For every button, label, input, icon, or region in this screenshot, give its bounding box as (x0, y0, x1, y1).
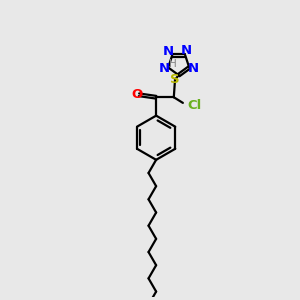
Text: O: O (131, 88, 142, 101)
Text: N: N (158, 61, 169, 74)
Text: N: N (188, 61, 199, 74)
Text: N: N (181, 44, 192, 57)
Text: S: S (170, 73, 180, 86)
Text: H: H (169, 58, 177, 69)
Text: Cl: Cl (187, 99, 202, 112)
Text: N: N (163, 45, 174, 58)
